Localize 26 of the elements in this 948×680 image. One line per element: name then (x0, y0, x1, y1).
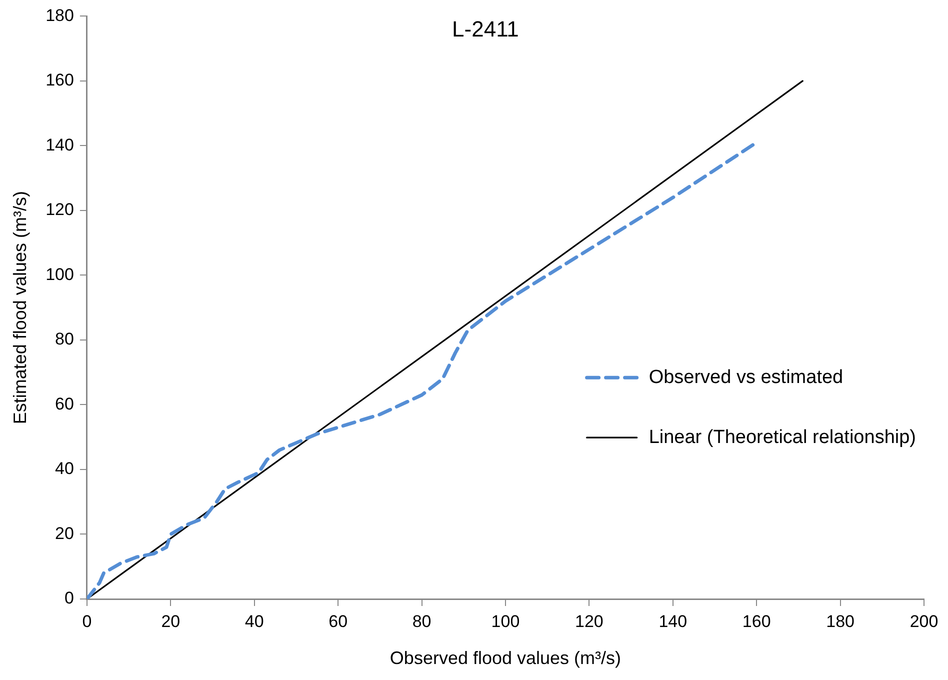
legend-label: Linear (Theoretical relationship) (648, 426, 916, 448)
chart-title: L-2411 (452, 16, 519, 42)
y-tick-label: 160 (46, 70, 74, 90)
y-tick-label: 20 (55, 524, 74, 543)
y-tick-label: 80 (55, 330, 74, 349)
y-tick-label: 0 (64, 588, 74, 608)
y-tick-label: 40 (55, 459, 74, 478)
x-tick-label: 20 (161, 612, 180, 631)
x-tick-label: 140 (658, 612, 688, 631)
x-tick-label: 80 (412, 612, 432, 631)
x-axis-title: Observed flood values (m³/s) (390, 648, 622, 668)
x-tick-label: 40 (244, 612, 264, 631)
x-tick-label: 180 (826, 612, 854, 631)
y-tick-label: 140 (46, 135, 74, 154)
y-tick-label: 180 (46, 6, 74, 25)
x-tick-label: 0 (82, 612, 92, 631)
x-tick-label: 160 (742, 612, 771, 631)
legend-label: Observed vs estimated (648, 366, 844, 388)
y-tick-label: 100 (46, 264, 74, 284)
x-tick-label: 100 (491, 612, 520, 631)
y-tick-label: 120 (46, 200, 74, 220)
y-tick-label: 60 (55, 394, 74, 414)
x-tick-label: 60 (328, 612, 348, 631)
y-axis-title: Estimated flood values (m³/s) (10, 191, 30, 424)
x-tick-label: 200 (910, 612, 938, 631)
x-tick-label: 120 (575, 612, 604, 631)
